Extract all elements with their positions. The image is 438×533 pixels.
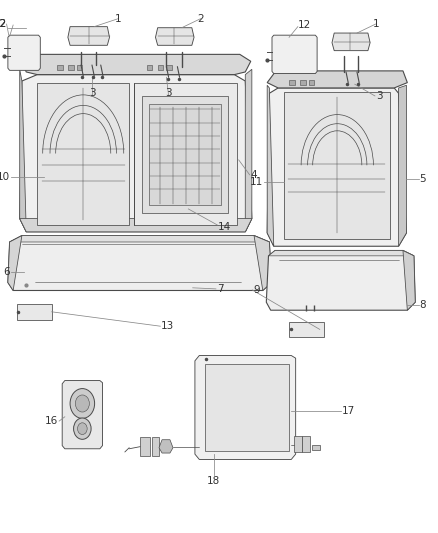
Polygon shape: [140, 437, 150, 456]
Polygon shape: [294, 436, 302, 452]
Bar: [77, 65, 82, 70]
Bar: [158, 65, 163, 70]
Polygon shape: [62, 381, 102, 449]
Text: 1: 1: [115, 14, 122, 23]
Polygon shape: [289, 322, 324, 337]
Polygon shape: [302, 436, 310, 452]
Polygon shape: [37, 83, 129, 225]
Polygon shape: [8, 35, 40, 70]
Polygon shape: [312, 445, 320, 450]
Text: 12: 12: [298, 20, 311, 30]
Polygon shape: [267, 85, 274, 246]
Polygon shape: [10, 236, 269, 242]
Polygon shape: [8, 236, 22, 290]
Text: 6: 6: [3, 267, 10, 277]
Polygon shape: [332, 33, 370, 51]
Text: 5: 5: [420, 174, 426, 183]
Polygon shape: [205, 364, 289, 451]
Text: 1: 1: [372, 19, 379, 29]
Polygon shape: [399, 85, 406, 246]
Polygon shape: [8, 236, 272, 290]
Polygon shape: [268, 251, 414, 256]
Polygon shape: [155, 28, 194, 45]
Polygon shape: [267, 71, 407, 88]
Text: 2: 2: [197, 14, 204, 23]
Text: 12: 12: [0, 19, 7, 29]
Polygon shape: [272, 35, 317, 74]
Polygon shape: [403, 251, 415, 310]
Polygon shape: [134, 83, 237, 225]
Text: 8: 8: [420, 300, 426, 310]
Bar: [68, 65, 74, 70]
Polygon shape: [17, 304, 52, 320]
Polygon shape: [284, 92, 390, 239]
Polygon shape: [266, 251, 415, 310]
Text: 16: 16: [45, 416, 58, 426]
Bar: [57, 65, 63, 70]
Text: 12: 12: [0, 19, 7, 29]
Polygon shape: [245, 69, 252, 232]
Circle shape: [70, 389, 95, 418]
Bar: [309, 80, 314, 85]
Bar: [289, 80, 295, 85]
Circle shape: [78, 423, 87, 434]
Text: 14: 14: [218, 222, 231, 231]
Text: 3: 3: [376, 91, 382, 101]
Text: 9: 9: [253, 285, 260, 295]
Polygon shape: [142, 96, 228, 213]
Text: 18: 18: [207, 476, 220, 486]
Text: 13: 13: [161, 321, 174, 331]
Circle shape: [75, 395, 89, 412]
Polygon shape: [20, 75, 252, 232]
Text: 10: 10: [0, 172, 10, 182]
Bar: [166, 65, 172, 70]
Text: 17: 17: [342, 407, 355, 416]
Polygon shape: [152, 437, 159, 456]
Polygon shape: [267, 88, 406, 246]
Polygon shape: [68, 27, 110, 45]
Polygon shape: [21, 54, 251, 75]
Polygon shape: [20, 69, 26, 232]
Text: 3: 3: [88, 88, 95, 98]
Circle shape: [74, 418, 91, 439]
Text: 4: 4: [251, 170, 257, 180]
Bar: [147, 65, 152, 70]
Text: 12: 12: [0, 19, 7, 29]
Text: 3: 3: [165, 88, 172, 98]
Bar: [300, 80, 306, 85]
Polygon shape: [159, 440, 173, 453]
Text: 7: 7: [217, 284, 223, 294]
Polygon shape: [254, 236, 272, 290]
Polygon shape: [195, 356, 296, 459]
Polygon shape: [20, 219, 252, 232]
Text: 11: 11: [250, 177, 263, 187]
Polygon shape: [149, 104, 221, 205]
